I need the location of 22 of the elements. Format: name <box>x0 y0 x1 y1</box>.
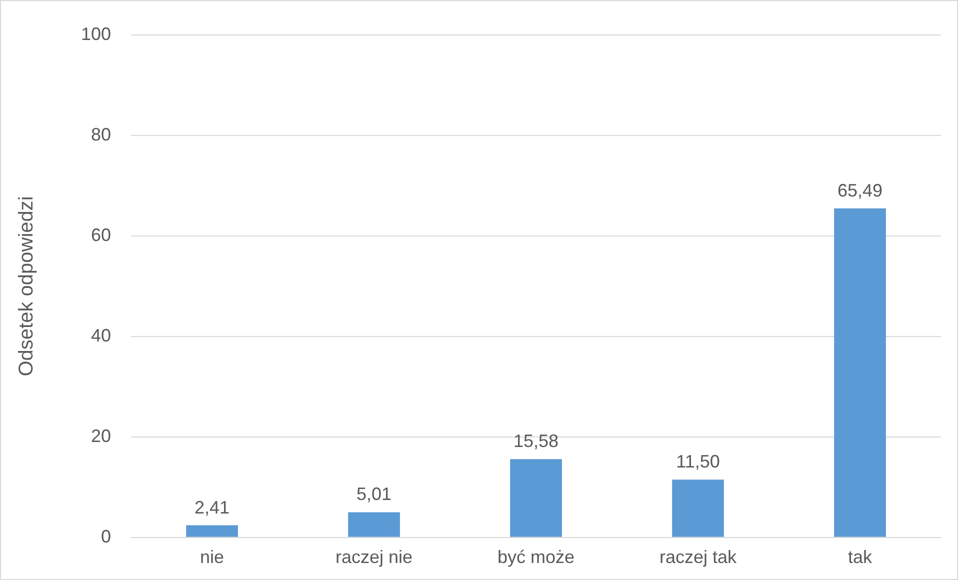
data-label: 5,01 <box>356 484 392 504</box>
y-tick-label: 20 <box>91 426 112 446</box>
x-tick-label: raczej tak <box>659 547 738 568</box>
x-tick-label: tak <box>848 547 874 568</box>
y-tick-label: 100 <box>80 24 112 44</box>
bar <box>834 208 886 537</box>
y-axis-title: Odsetek odpowiedzi <box>16 196 38 376</box>
x-tick-label: raczej nie <box>336 547 413 568</box>
bar <box>672 480 724 537</box>
y-tick-label: 40 <box>91 325 112 346</box>
x-tick-label: być może <box>498 547 575 568</box>
bar <box>510 459 562 537</box>
data-label: 65,49 <box>837 180 883 200</box>
x-tick-label: nie <box>200 547 224 568</box>
y-tick-label: 80 <box>91 124 112 144</box>
bar <box>186 525 238 537</box>
y-tick-label: 0 <box>101 526 112 546</box>
data-label: 15,58 <box>513 431 559 452</box>
data-label: 11,50 <box>676 452 720 472</box>
bar <box>348 512 400 537</box>
data-label: 2,41 <box>194 497 230 518</box>
y-tick-label: 60 <box>91 224 112 245</box>
